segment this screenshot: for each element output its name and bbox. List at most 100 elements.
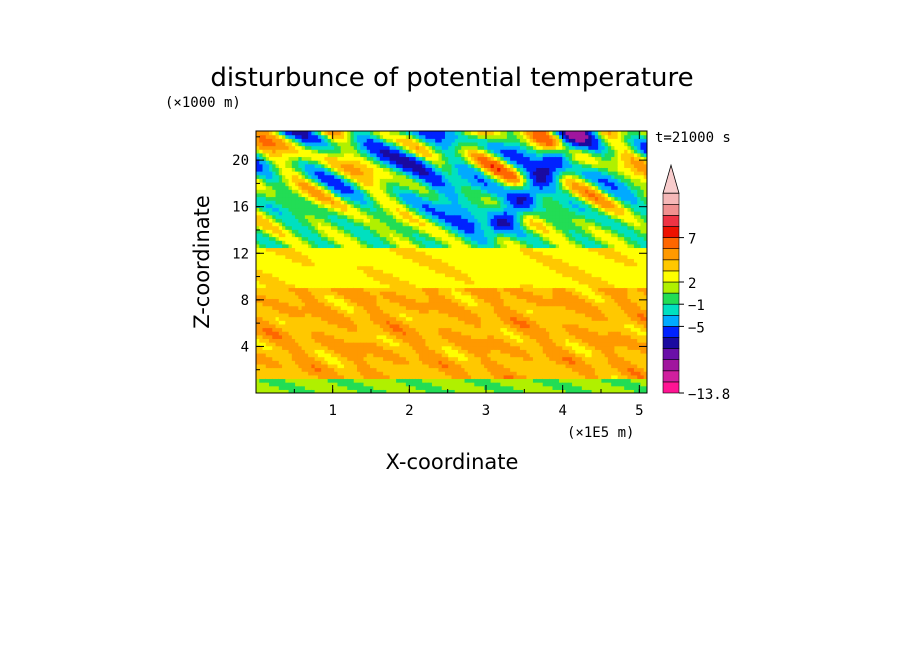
heatmap-cell — [301, 298, 306, 303]
heatmap-cell — [379, 251, 384, 256]
heatmap-cell — [298, 240, 303, 245]
heatmap-cell — [317, 287, 322, 292]
heatmap-cell — [444, 302, 449, 307]
heatmap-cell — [265, 269, 270, 274]
heatmap-cell — [448, 149, 453, 154]
heatmap-cell — [269, 327, 273, 332]
heatmap-cell — [353, 389, 358, 393]
heatmap-cell — [347, 156, 352, 161]
heatmap-cell — [298, 232, 303, 238]
heatmap-cell — [467, 334, 472, 340]
heatmap-cell — [272, 371, 277, 376]
heatmap-cell — [399, 134, 404, 139]
heatmap-cell — [278, 152, 283, 158]
heatmap-cell — [392, 327, 397, 332]
heatmap-cell — [321, 189, 326, 194]
heatmap-cell — [304, 207, 309, 212]
heatmap-cell — [418, 262, 423, 267]
heatmap-cell — [259, 382, 264, 387]
heatmap-cell — [461, 360, 466, 365]
heatmap-cell — [444, 160, 449, 165]
heatmap-cell — [353, 323, 358, 329]
heatmap-cell — [458, 145, 462, 150]
heatmap-cell — [301, 243, 306, 249]
heatmap-cell — [324, 269, 329, 274]
heatmap-cell — [295, 385, 299, 390]
heatmap-cell — [337, 371, 342, 376]
heatmap-cell — [360, 229, 365, 234]
heatmap-cell — [389, 229, 394, 234]
heatmap-cell — [282, 145, 286, 150]
heatmap-cell — [256, 334, 260, 340]
heatmap-cell — [396, 374, 400, 380]
heatmap-cell — [343, 305, 348, 310]
heatmap-cell — [418, 232, 423, 238]
heatmap-cell — [321, 316, 326, 321]
heatmap-cell — [425, 138, 430, 143]
heatmap-cell — [422, 200, 427, 205]
heatmap-cell — [376, 298, 381, 303]
heatmap-cell — [389, 236, 394, 241]
heatmap-cell — [370, 349, 374, 354]
heatmap-cell — [428, 141, 433, 147]
heatmap-cell — [412, 305, 417, 310]
heatmap-cell — [269, 258, 273, 263]
heatmap-cell — [340, 302, 345, 307]
heatmap-cell — [383, 363, 387, 369]
heatmap-cell — [282, 240, 286, 245]
heatmap-cell — [363, 240, 368, 245]
heatmap-cell — [327, 316, 332, 321]
heatmap-cell — [454, 196, 459, 201]
heatmap-cell — [265, 156, 270, 161]
heatmap-cell — [285, 327, 290, 332]
heatmap-cell — [311, 352, 316, 358]
heatmap-cell — [350, 316, 355, 321]
heatmap-cell — [269, 269, 273, 274]
heatmap-cell — [288, 243, 293, 249]
heatmap-cell — [363, 258, 368, 263]
heatmap-cell — [259, 276, 264, 281]
heatmap-cell — [441, 156, 446, 161]
heatmap-cell — [422, 203, 427, 209]
heatmap-cell — [324, 371, 329, 376]
heatmap-cell — [409, 385, 413, 390]
heatmap-cell — [405, 363, 410, 369]
heatmap-cell — [282, 181, 286, 187]
heatmap-cell — [304, 134, 309, 139]
heatmap-cell — [409, 312, 413, 318]
heatmap-cell — [467, 280, 472, 285]
heatmap-cell — [353, 287, 358, 292]
heatmap-cell — [458, 389, 462, 393]
heatmap-cell — [353, 294, 358, 299]
heatmap-cell — [379, 291, 384, 296]
heatmap-cell — [402, 211, 407, 216]
heatmap-cell — [415, 360, 420, 365]
heatmap-cell — [295, 145, 299, 150]
heatmap-cell — [311, 214, 316, 219]
heatmap-cell — [373, 145, 378, 150]
heatmap-cell — [308, 207, 312, 212]
heatmap-cell — [282, 378, 286, 383]
heatmap-cell — [334, 243, 339, 249]
heatmap-cell — [399, 218, 404, 223]
heatmap-cell — [340, 178, 345, 183]
heatmap-cell — [405, 352, 410, 358]
heatmap-cell — [340, 382, 345, 387]
heatmap-cell — [373, 283, 378, 289]
heatmap-cell — [458, 149, 462, 154]
heatmap-cell — [412, 338, 417, 343]
heatmap-cell — [259, 196, 264, 201]
heatmap-cell — [392, 316, 397, 321]
heatmap-cell — [366, 236, 371, 241]
heatmap-cell — [363, 145, 368, 150]
heatmap-cell — [448, 309, 453, 314]
heatmap-cell — [461, 291, 466, 296]
heatmap-cell — [275, 229, 280, 234]
heatmap-cell — [317, 374, 322, 380]
heatmap-cell — [409, 152, 413, 158]
heatmap-cell — [363, 302, 368, 307]
heatmap-cell — [477, 141, 482, 147]
heatmap-cell — [425, 265, 430, 270]
heatmap-cell — [353, 192, 358, 198]
heatmap-cell — [448, 280, 453, 285]
